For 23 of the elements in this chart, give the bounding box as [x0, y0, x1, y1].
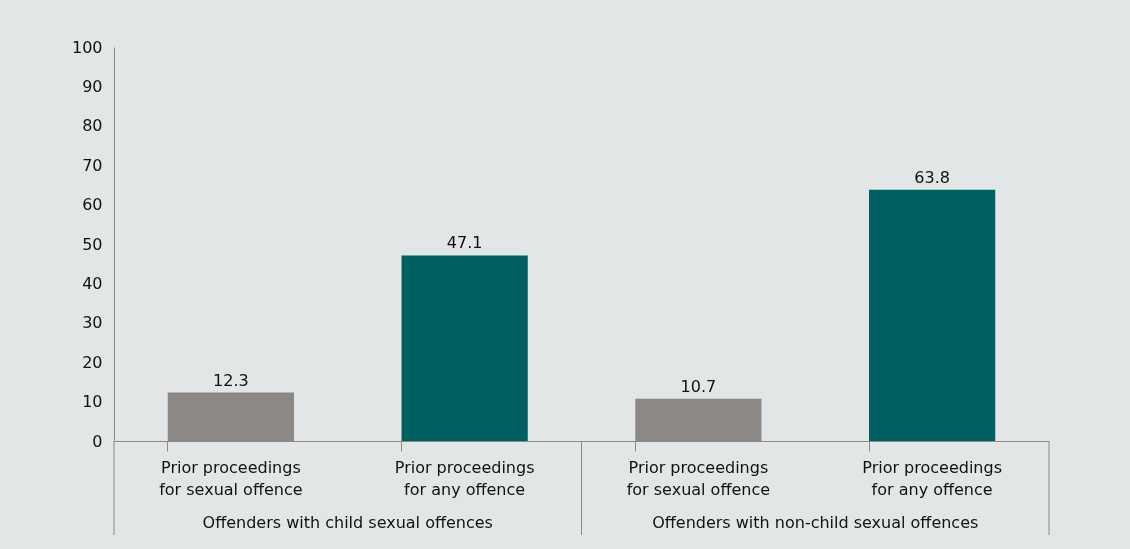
y-tick-label: 70 — [82, 155, 103, 175]
y-tick-label: 90 — [82, 76, 103, 96]
x-tick-label: Prior proceedings for any offence — [862, 457, 1002, 499]
y-tick-label: 40 — [82, 273, 103, 293]
y-tick-label: 0 — [92, 431, 103, 451]
data-label: 10.7 — [680, 376, 717, 396]
bar — [869, 189, 996, 441]
bar — [401, 255, 528, 441]
text: Offenders with non-child sexual offences — [652, 513, 979, 532]
y-tick-label: 20 — [82, 352, 103, 372]
y-tick-label: 100 — [71, 37, 103, 57]
data-label: 47.1 — [446, 233, 483, 253]
y-tick-label: 10 — [82, 392, 103, 412]
text: Offenders with child sexual offences — [202, 513, 493, 532]
data-label: 63.8 — [914, 167, 950, 187]
x-tick-label: Prior proceedings for sexual offence — [159, 457, 303, 499]
data-label: 12.3 — [213, 370, 249, 390]
y-tick-label: 50 — [82, 234, 103, 254]
y-tick-label: 80 — [82, 116, 103, 136]
x-tick-label: Prior proceedings for any offence — [394, 457, 535, 499]
y-tick-label: 60 — [82, 195, 103, 215]
y-tick-label: 30 — [82, 313, 103, 333]
x-tick-label: Prior proceedings for sexual offence — [626, 457, 771, 499]
